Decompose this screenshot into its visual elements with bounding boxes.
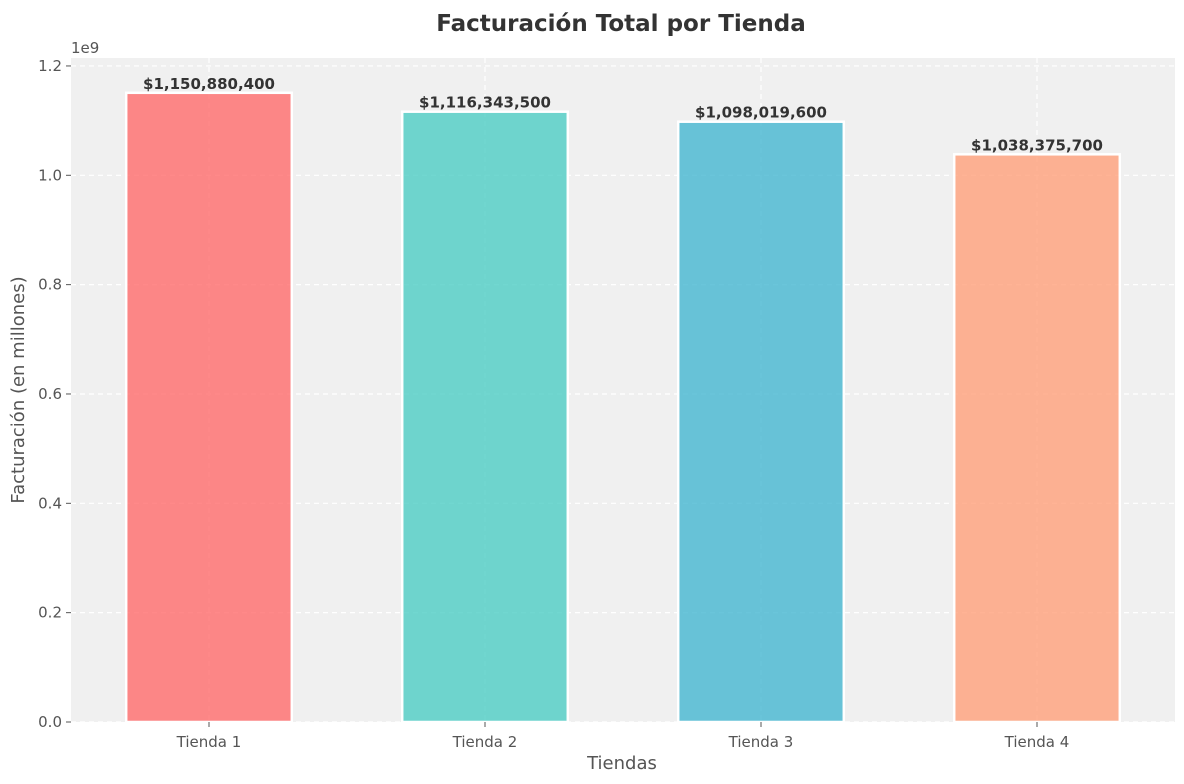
value-labels: $1,150,880,400 $1,116,343,500 $1,098,019,6… [143,75,1103,155]
y-tick-label: 0.6 [38,385,62,403]
y-axis-offset-label: 1e9 [71,39,99,57]
y-tick-label: 1.0 [38,166,62,184]
y-axis-label: Facturación (en millones) [8,276,29,503]
y-tick-label: 0.0 [38,713,62,731]
bar-value-label: $1,150,880,400 [143,75,275,93]
y-tick-label: 0.2 [38,604,62,622]
y-tick-label: 1.2 [38,57,62,75]
bar [952,153,1122,724]
bar [676,120,846,724]
chart-title: Facturación Total por Tienda [436,11,805,37]
bar-value-label: $1,098,019,600 [695,104,827,122]
bars [124,91,1122,724]
bar [400,110,570,724]
x-axis-ticks: Tienda 1 Tienda 2 Tienda 3 Tienda 4 [176,722,1070,751]
y-tick-label: 0.4 [38,494,62,512]
x-tick-label: Tienda 4 [1004,733,1070,751]
x-axis-label: Tiendas [586,753,657,774]
y-axis-ticks: 0.0 0.2 0.4 0.6 0.8 1.0 1.2 [38,57,71,731]
bar-value-label: $1,038,375,700 [971,136,1103,154]
x-tick-label: Tienda 3 [728,733,794,751]
x-tick-label: Tienda 2 [452,733,518,751]
bar [124,91,294,724]
y-tick-label: 0.8 [38,276,62,294]
x-tick-label: Tienda 1 [176,733,242,751]
bar-value-label: $1,116,343,500 [419,94,551,112]
